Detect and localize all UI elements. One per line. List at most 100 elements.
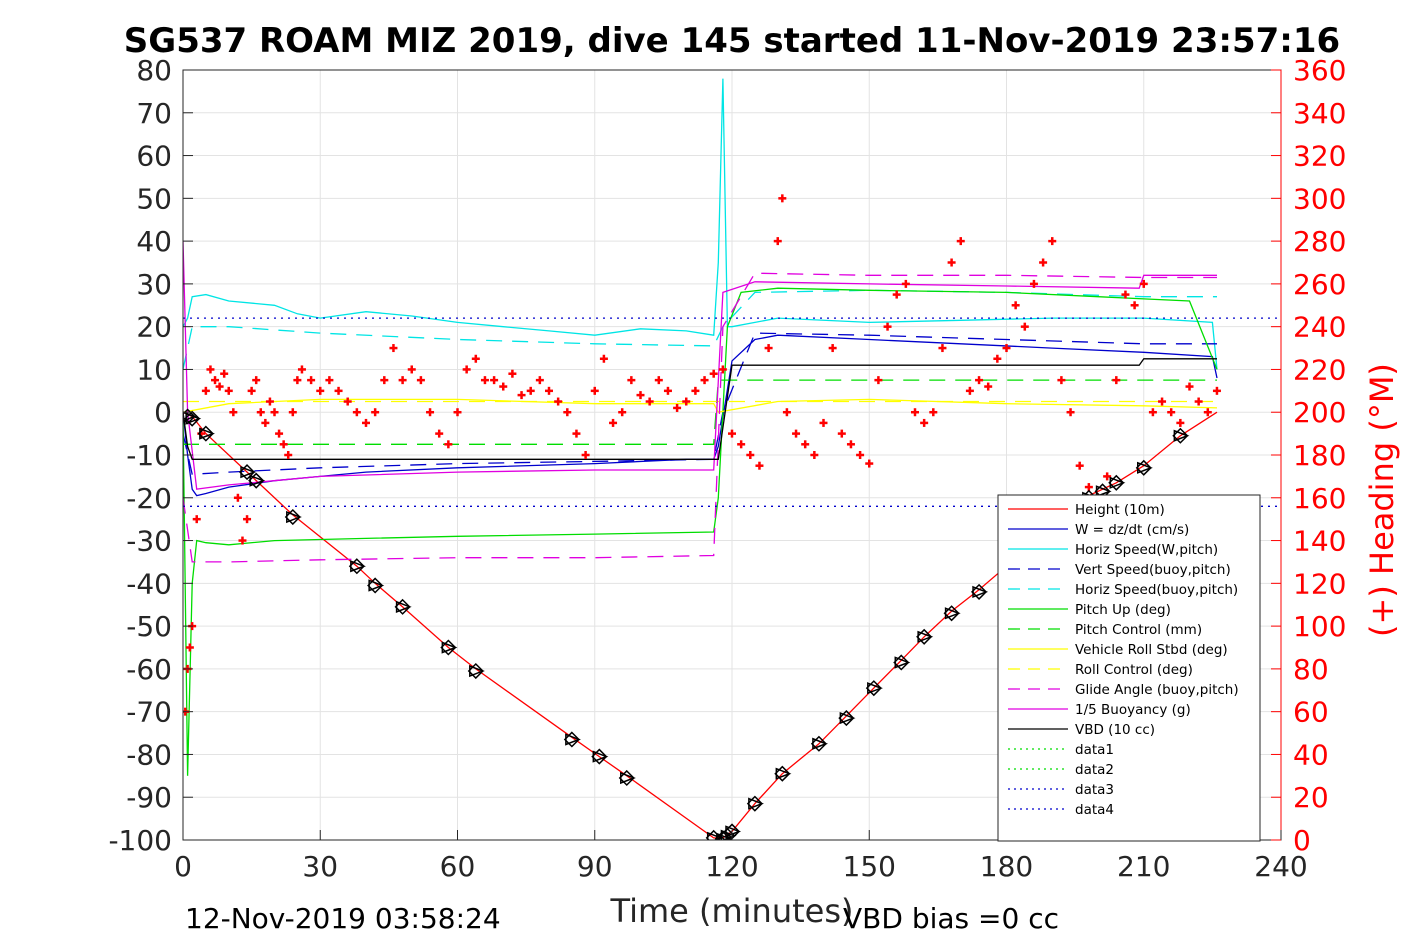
series-line	[183, 379, 1217, 445]
heading-point	[517, 391, 526, 400]
heading-point	[709, 369, 718, 378]
depth-marker	[440, 639, 458, 656]
y-right-tick-label: 300	[1293, 182, 1346, 215]
heading-point	[1167, 408, 1176, 417]
y-tick-label: 20	[136, 311, 172, 344]
legend-label: W = dz/dt (cm/s)	[1075, 522, 1189, 538]
heading-point	[380, 376, 389, 385]
y-right-tick-label: 240	[1293, 311, 1346, 344]
legend-label: 1/5 Buoyancy (g)	[1075, 702, 1191, 718]
heading-point	[819, 418, 828, 427]
x-tick-label: 30	[302, 850, 338, 883]
y-tick-label: -90	[126, 781, 172, 814]
heading-point	[581, 451, 590, 459]
heading-point	[352, 408, 361, 417]
series-line	[183, 358, 1217, 460]
heading-point	[275, 429, 284, 438]
heading-point	[599, 354, 608, 363]
legend-label: data2	[1075, 762, 1114, 778]
heading-point	[499, 382, 508, 391]
heading-point	[453, 408, 462, 417]
chart-title: SG537 ROAM MIZ 2019, dive 145 started 11…	[124, 21, 1340, 61]
y-tick-label: 40	[136, 225, 172, 258]
legend-label: Height (10m)	[1075, 502, 1165, 518]
legend-box	[997, 494, 1261, 842]
heading-point	[663, 386, 672, 395]
heading-point	[609, 418, 618, 427]
heading-point	[307, 376, 316, 385]
heading-point	[508, 369, 517, 378]
depth-marker	[970, 583, 989, 600]
heading-point	[220, 369, 229, 378]
heading-point	[1066, 408, 1075, 417]
heading-point	[261, 418, 270, 427]
heading-point	[471, 354, 480, 363]
heading-point	[746, 451, 755, 459]
heading-point	[1158, 397, 1167, 406]
series-line	[183, 241, 1217, 490]
heading-point	[1075, 461, 1084, 470]
heading-point	[1194, 397, 1203, 406]
heading-point	[462, 365, 471, 374]
heading-point	[1002, 344, 1011, 353]
depth-marker	[838, 710, 856, 727]
heading-point	[535, 376, 544, 385]
series-line	[183, 287, 1218, 776]
heading-point	[636, 391, 645, 400]
depth-marker	[591, 748, 609, 765]
series-line	[183, 332, 1217, 475]
heading-point	[398, 376, 407, 385]
x-axis-label: Time (minutes)	[610, 892, 854, 930]
heading-point	[1121, 290, 1130, 299]
depth-marker	[394, 598, 412, 615]
legend-label: VBD (10 cc)	[1075, 722, 1155, 738]
heading-point	[270, 408, 279, 417]
heading-point	[993, 354, 1002, 363]
heading-point	[618, 408, 627, 417]
y-tick-label: -80	[126, 738, 172, 771]
heading-point	[737, 440, 746, 449]
heading-point	[325, 376, 334, 385]
heading-point	[247, 386, 256, 395]
depth-marker	[1108, 474, 1126, 491]
heading-point	[252, 376, 261, 385]
legend-label: Roll Control (deg)	[1075, 662, 1193, 678]
y-right-tick-label: 100	[1293, 610, 1346, 643]
heading-point	[755, 461, 764, 470]
y-tick-label: 80	[136, 54, 172, 87]
heading-point	[778, 194, 787, 203]
depth-marker	[810, 735, 829, 752]
y-right-tick-label: 160	[1293, 482, 1346, 515]
depth-marker	[467, 662, 485, 680]
depth-marker	[248, 472, 266, 489]
heading-point	[1020, 322, 1029, 331]
heading-point	[265, 397, 274, 406]
heading-point	[293, 376, 302, 385]
heading-point	[288, 408, 297, 417]
x-tick-label: 240	[1254, 850, 1307, 883]
heading-point	[563, 408, 572, 417]
legend-label: Vert Speed(buoy,pitch)	[1075, 562, 1231, 578]
heading-point	[810, 451, 819, 459]
heading-point	[956, 237, 965, 246]
heading-point	[1039, 258, 1048, 267]
heading-point	[828, 344, 837, 353]
y-tick-label: -20	[126, 482, 172, 515]
heading-point	[211, 376, 220, 385]
y-tick-label: 10	[136, 353, 172, 386]
depth-marker	[367, 577, 385, 594]
y-tick-label: 0	[154, 396, 172, 429]
depth-marker	[746, 795, 764, 812]
legend-label: data3	[1075, 782, 1114, 798]
heading-point	[206, 365, 215, 374]
series-line	[183, 272, 1217, 563]
heading-point	[371, 408, 380, 417]
heading-point	[334, 386, 343, 395]
legend-label: Pitch Control (mm)	[1075, 622, 1202, 638]
legend-label: Horiz Speed(buoy,pitch)	[1075, 582, 1238, 598]
depth-marker	[1135, 459, 1153, 476]
heading-point	[718, 365, 727, 374]
series-line	[183, 289, 1217, 370]
heading-point	[654, 376, 663, 385]
